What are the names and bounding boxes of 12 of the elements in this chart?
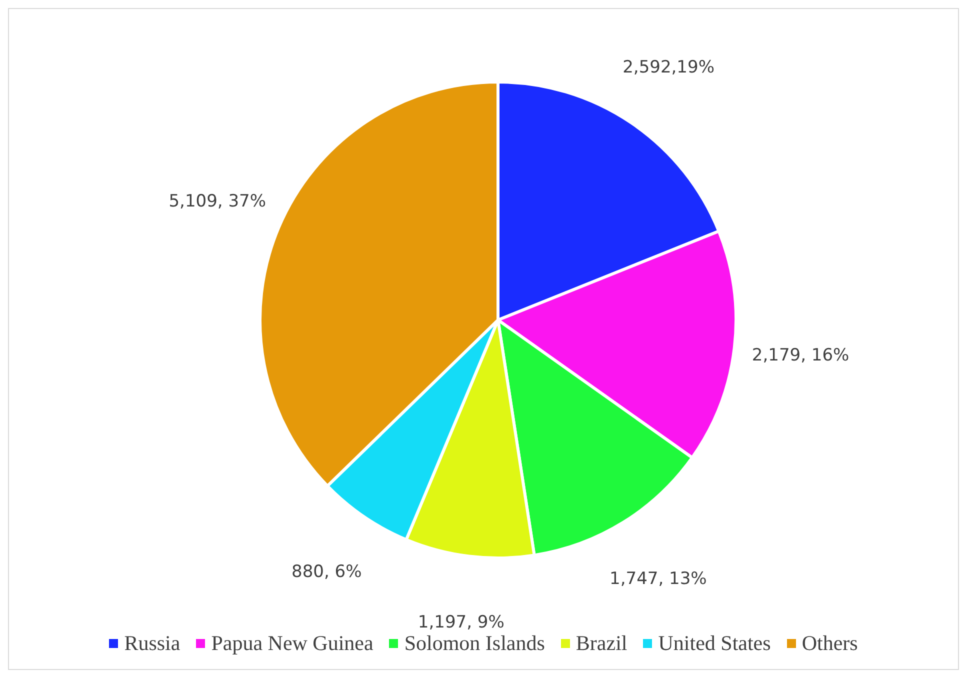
data-label: 5,109, 37% — [168, 191, 266, 212]
data-label: 1,197, 9% — [418, 612, 504, 632]
legend-label: Russia — [123, 631, 180, 656]
legend-label: Papua New Guinea — [210, 631, 374, 656]
legend-label: Brazil — [574, 631, 628, 656]
data-label: 2,179, 16% — [752, 346, 850, 366]
legend-label: Others — [800, 631, 858, 656]
legend-label: Solomon Islands — [403, 631, 545, 656]
data-label: 2,592,19% — [622, 58, 714, 78]
legend-label: United States — [657, 631, 771, 656]
data-label: 880, 6% — [292, 562, 362, 582]
data-label: 1,747, 13% — [610, 569, 707, 590]
